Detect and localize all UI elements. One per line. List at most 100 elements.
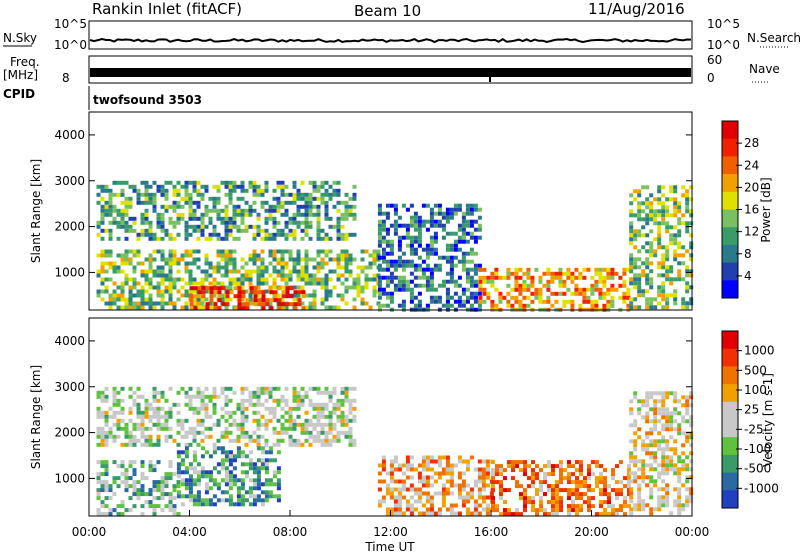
heatmap-cell	[393, 283, 398, 288]
heatmap-cell	[473, 479, 478, 484]
heatmap-cell	[240, 188, 245, 193]
heatmap-cell	[629, 253, 634, 258]
heatmap-cell	[112, 508, 117, 513]
heatmap-cell	[156, 273, 161, 278]
heatmap-cell	[104, 394, 109, 399]
heatmap-cell	[340, 297, 345, 302]
heatmap-cell	[473, 263, 478, 268]
heatmap-cell	[571, 480, 575, 485]
heatmap-cell	[244, 224, 249, 229]
heatmap-cell	[116, 464, 121, 469]
colorbar-swatch	[722, 191, 738, 210]
heatmap-cell	[316, 261, 321, 266]
heatmap-cell	[296, 273, 301, 278]
heatmap-cell	[104, 438, 109, 443]
heatmap-cell	[481, 483, 486, 488]
colorbar-swatch	[722, 280, 738, 299]
heatmap-cell	[220, 446, 225, 451]
heatmap-cell	[292, 293, 297, 298]
heatmap-cell	[657, 495, 662, 500]
heatmap-cell	[336, 180, 341, 185]
heatmap-cell	[409, 487, 414, 492]
heatmap-cell	[511, 468, 515, 473]
heatmap-cell	[437, 475, 442, 480]
heatmap-cell	[252, 232, 257, 237]
heatmap-cell	[481, 459, 486, 464]
heatmap-cell	[507, 460, 511, 465]
heatmap-cell	[248, 301, 253, 306]
heatmap-cell	[473, 291, 478, 296]
heatmap-cell	[677, 471, 682, 476]
heatmap-cell	[653, 237, 658, 242]
heatmap-cell	[324, 406, 329, 411]
heatmap-cell	[120, 472, 125, 477]
heatmap-cell	[689, 245, 694, 250]
heatmap-cell	[629, 411, 634, 416]
heatmap-cell	[112, 265, 117, 270]
heatmap-cell	[100, 188, 105, 193]
heatmap-cell	[657, 471, 662, 476]
heatmap-cell	[176, 462, 181, 467]
heatmap-cell	[232, 474, 237, 479]
heatmap-cell	[216, 446, 221, 451]
heatmap-cell	[136, 496, 141, 501]
heatmap-cell	[300, 273, 305, 278]
heatmap-cell	[108, 430, 113, 435]
heatmap-cell	[551, 492, 555, 497]
heatmap-cell	[256, 402, 261, 407]
heatmap-cell	[256, 285, 261, 290]
heatmap-cell	[168, 496, 173, 501]
heatmap-cell	[559, 480, 563, 485]
heatmap-cell	[320, 281, 325, 286]
heatmap-cell	[192, 438, 197, 443]
heatmap-cell	[461, 291, 466, 296]
heatmap-cell	[320, 430, 325, 435]
heatmap-cell	[96, 496, 101, 501]
heatmap-cell	[615, 492, 619, 497]
heatmap-cell	[156, 293, 161, 298]
heatmap-cell	[469, 203, 474, 208]
heatmap-cell	[610, 299, 615, 304]
heatmap-cell	[324, 208, 329, 213]
heatmap-cell	[328, 394, 333, 399]
heatmap-cell	[232, 184, 237, 189]
heatmap-cell	[336, 305, 341, 310]
heatmap-cell	[112, 414, 117, 419]
heatmap-cell	[421, 275, 426, 280]
heatmap-cell	[677, 499, 682, 504]
heatmap-cell	[281, 302, 286, 307]
heatmap-cell	[120, 460, 125, 465]
heatmap-cell	[300, 430, 305, 435]
heatmap-cell	[389, 223, 394, 228]
heatmap-cell	[204, 277, 209, 282]
heatmap-cell	[164, 273, 169, 278]
heatmap-cell	[253, 286, 258, 291]
heatmap-cell	[144, 297, 149, 302]
heatmap-cell	[120, 212, 125, 217]
heatmap-cell	[551, 496, 555, 501]
heatmap-cell	[336, 232, 341, 237]
heatmap-cell	[437, 211, 442, 216]
heatmap-cell	[112, 289, 117, 294]
heatmap-cell	[188, 232, 193, 237]
heatmap-cell	[225, 290, 230, 295]
heatmap-cell	[120, 398, 125, 403]
heatmap-cell	[237, 286, 242, 291]
heatmap-cell	[665, 293, 670, 298]
heatmap-cell	[292, 220, 297, 225]
heatmap-cell	[457, 491, 462, 496]
heatmap-cell	[200, 454, 205, 459]
heatmap-cell	[324, 289, 329, 294]
heatmap-cell	[332, 305, 337, 310]
heatmap-cell	[252, 188, 257, 193]
heatmap-cell	[156, 216, 161, 221]
heatmap-cell	[409, 467, 414, 472]
heatmap-cell	[212, 502, 217, 507]
heatmap-cell	[514, 295, 519, 300]
heatmap-cell	[657, 201, 662, 206]
heatmap-cell	[236, 184, 241, 189]
heatmap-cell	[579, 496, 583, 501]
heatmap-cell	[292, 394, 297, 399]
heatmap-cell	[405, 455, 410, 460]
heatmap-cell	[132, 269, 137, 274]
